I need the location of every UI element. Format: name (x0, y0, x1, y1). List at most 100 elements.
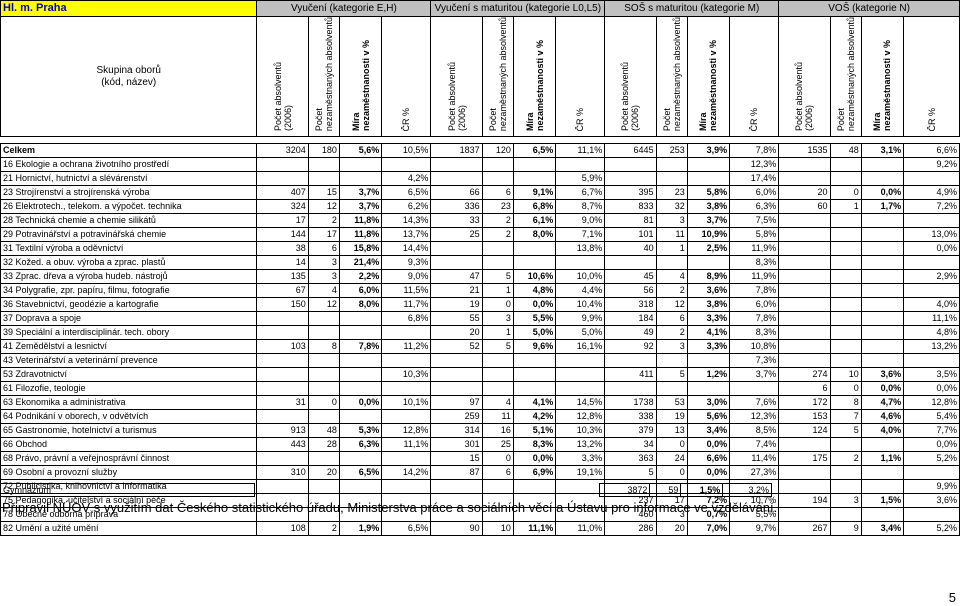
row-label: 36 Stavebnictví, geodézie a kartografie (0, 297, 258, 313)
total-cell: 10,5% (381, 143, 432, 159)
column-header: Míra nezaměstnanosti v % (512, 15, 557, 138)
table-cell: 0 (307, 395, 340, 411)
table-cell (778, 241, 831, 257)
table-cell: 8 (829, 395, 862, 411)
gymnazium-cell: 3,2% (722, 483, 772, 497)
table-cell: 3 (829, 493, 862, 509)
table-cell (829, 255, 862, 271)
column-header-text: Počet nezaměstnaných absolventů (487, 17, 508, 132)
table-cell: 108 (256, 521, 309, 537)
gymnazium-cell: 3872 (598, 483, 651, 497)
table-cell (778, 157, 831, 173)
table-cell: 2 (829, 451, 862, 467)
table-cell (686, 255, 731, 271)
table-cell: 286 (604, 521, 657, 537)
table-cell: 2 (481, 213, 514, 229)
table-cell (829, 325, 862, 341)
table-row: 33 Zprac. dřeva a výroba hudeb. nástrojů… (0, 269, 960, 285)
row-label: 53 Zdravotnictví (0, 367, 258, 383)
table-cell: 0 (481, 451, 514, 467)
table-cell: 301 (430, 437, 483, 453)
table-cell: 15,8% (338, 241, 383, 257)
table-cell: 12,8% (903, 395, 960, 411)
table-cell: 8,0% (512, 227, 557, 243)
table-cell: 52 (430, 339, 483, 355)
table-cell: 56 (604, 283, 657, 299)
table-cell: 27,3% (729, 465, 780, 481)
table-cell (307, 381, 340, 397)
table-cell (829, 283, 862, 299)
column-header: Míra nezaměstnanosti v % (338, 15, 383, 138)
table-cell: 6,7% (555, 185, 606, 201)
table-cell: 12,8% (555, 409, 606, 425)
table-cell: 184 (604, 311, 657, 327)
table-cell (555, 353, 606, 369)
row-label: 82 Umění a užité umění (0, 521, 258, 537)
table-cell: 11,4% (729, 451, 780, 467)
total-label: Celkem (0, 143, 258, 159)
table-cell: 7,3% (729, 353, 780, 369)
table-cell: 8,3% (729, 325, 780, 341)
table-cell (778, 283, 831, 299)
row-label: 34 Polygrafie, zpr. papíru, filmu, fotog… (0, 283, 258, 299)
table-cell: 13,0% (903, 227, 960, 243)
table-row: 37 Doprava a spoje 6,8% 55 3 5,5% 9,9% 184 6 3,3… (0, 311, 960, 327)
gymnazium-table: Gymnázium 3872 59 1,5% 3,2% (0, 483, 772, 497)
table-cell: 8,0% (338, 297, 383, 313)
table-cell: 11 (481, 409, 514, 425)
table-cell (778, 213, 831, 229)
table-cell: 194 (778, 493, 831, 509)
table-cell: 11,1% (381, 437, 432, 453)
table-cell (338, 325, 383, 341)
table-cell: 3,4% (860, 521, 905, 537)
column-header: Počet nezaměstnaných absolventů (481, 15, 514, 138)
table-cell: 13,2% (555, 437, 606, 453)
table-cell (778, 227, 831, 243)
table-cell: 11,5% (381, 283, 432, 299)
table-cell: 12,3% (729, 409, 780, 425)
table-cell (829, 241, 862, 257)
table-cell: 11,1% (903, 311, 960, 327)
table-cell (903, 465, 960, 481)
table-cell: 0,0% (903, 437, 960, 453)
table-cell: 11,2% (381, 339, 432, 355)
table-cell: 6,5% (381, 185, 432, 201)
table-cell: 7,2% (903, 199, 960, 215)
table-cell: 3,6% (860, 367, 905, 383)
table-cell: 5,2% (903, 451, 960, 467)
table-cell (338, 311, 383, 327)
table-cell (829, 465, 862, 481)
page-number: 5 (948, 590, 956, 605)
table-cell: 16,1% (555, 339, 606, 355)
table-row: 28 Technická chemie a chemie silikátů 17 2… (0, 213, 960, 229)
table-cell: 25 (481, 437, 514, 453)
table-cell: 0,0% (512, 451, 557, 467)
table-cell: 2 (655, 325, 688, 341)
table-cell: 101 (604, 227, 657, 243)
table-cell: 10,9% (686, 227, 731, 243)
table-cell: 3 (655, 339, 688, 355)
table-cell (604, 255, 657, 271)
table-cell (338, 409, 383, 425)
table-cell: 8 (307, 339, 340, 355)
table-cell: 67 (256, 283, 309, 299)
group-column-header: Skupina oborů (kód, název) (0, 15, 258, 138)
table-row: 68 Právo, právní a veřejnosprávní činnos… (0, 451, 960, 467)
table-cell (860, 507, 905, 523)
group-header-line: (kód, název) (101, 76, 157, 88)
table-cell: 2,2% (338, 269, 383, 285)
total-cell: 48 (829, 143, 862, 159)
table-cell: 28 (307, 437, 340, 453)
table-cell: 12 (655, 297, 688, 313)
table-cell: 4,6% (860, 409, 905, 425)
column-header-text: Počet absolventů (2006) (446, 62, 467, 132)
table-cell: 9,7% (729, 521, 780, 537)
table-cell: 5,9% (555, 171, 606, 187)
table-cell (512, 353, 557, 369)
total-cell: 253 (655, 143, 688, 159)
table-cell: 1,5% (860, 493, 905, 509)
table-cell: 9,3% (381, 255, 432, 271)
table-cell: 9,9% (903, 479, 960, 495)
table-row: 21 Hornictví, hutnictví a slévárenství 4,… (0, 171, 960, 187)
table-cell: 12 (307, 199, 340, 215)
